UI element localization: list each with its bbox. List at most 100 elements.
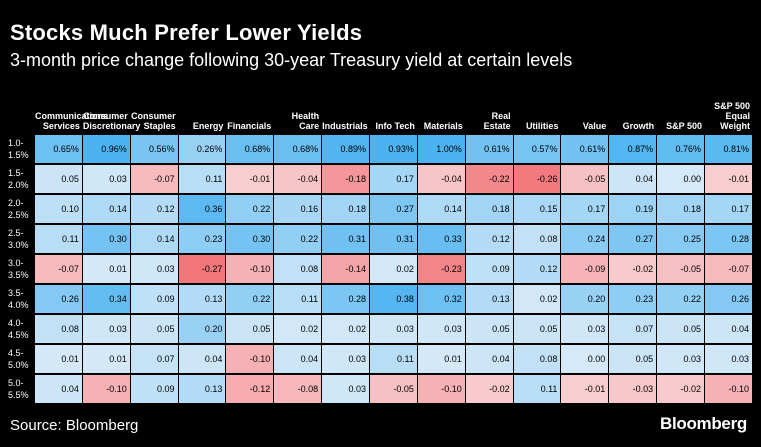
column-header: Financials: [227, 121, 272, 131]
heatmap-cell: 0.57%: [513, 135, 561, 163]
row-label: 1.5- 2.0%: [8, 165, 34, 193]
heatmap-cell: 0.32: [417, 285, 465, 313]
heatmap-cell: -0.05: [561, 165, 609, 193]
heatmap-cell: 0.17: [705, 195, 752, 223]
heatmap-cell: 0.28: [705, 225, 752, 253]
heatmap-cell: -0.01: [705, 165, 752, 193]
heatmap-cell: 0.02: [370, 255, 417, 283]
row-label: 4.0- 4.5%: [8, 315, 34, 343]
heatmap-cell: 0.13: [178, 285, 226, 313]
heatmap-cell: -0.01: [226, 165, 274, 193]
heatmap-cell: -0.03: [609, 375, 657, 403]
row-label: 5.0- 5.5%: [8, 375, 34, 403]
heatmap-cell: 0.68%: [226, 135, 274, 163]
source-note: Source: Bloomberg: [10, 417, 139, 434]
heatmap-cell: 0.19: [609, 195, 657, 223]
heatmap-cell: -0.02: [609, 255, 657, 283]
heatmap-cell: 1.00%: [417, 135, 465, 163]
heatmap-cell: 0.12: [130, 195, 178, 223]
row-label: 3.0- 3.5%: [8, 255, 34, 283]
heatmap-cell: 0.31: [322, 225, 370, 253]
corner-cell: [8, 82, 34, 133]
heatmap-cell: 0.11: [513, 375, 561, 403]
heatmap-cell: 0.01: [82, 345, 130, 373]
heatmap-cell: 0.33: [417, 225, 465, 253]
heatmap-cell: -0.26: [513, 165, 561, 193]
heatmap-cell: 0.02: [513, 285, 561, 313]
heatmap-cell: -0.02: [465, 375, 513, 403]
heatmap-cell: -0.23: [417, 255, 465, 283]
heatmap-row: 5.0- 5.5% 0.04 -0.10 0.09 0.13 -0.12 -0.08 0.03-…: [8, 375, 752, 403]
heatmap-cell: 0.27: [609, 225, 657, 253]
heatmap-cell: 0.96%: [82, 135, 130, 163]
heatmap-cell: 0.05: [657, 315, 705, 343]
heatmap-cell: 0.03: [561, 315, 609, 343]
heatmap-cell: -0.22: [465, 165, 513, 193]
heatmap-cell: 0.04: [705, 315, 752, 343]
heatmap-cell: 0.13: [465, 285, 513, 313]
heatmap-table: Communications Services Consumer Discreti…: [7, 80, 753, 405]
heatmap-cell: 0.05: [130, 315, 178, 343]
chart-title: Stocks Much Prefer Lower Yields: [10, 20, 363, 45]
heatmap-cell: 0.12: [465, 225, 513, 253]
heatmap-cell: 0.00: [561, 345, 609, 373]
heatmap-cell: 0.23: [178, 225, 226, 253]
heatmap-cell: 0.27: [370, 195, 417, 223]
heatmap-cell: 0.05: [226, 315, 274, 343]
heatmap-cell: 0.26%: [178, 135, 226, 163]
heatmap-cell: -0.05: [370, 375, 417, 403]
heatmap-cell: 0.03: [657, 345, 705, 373]
heatmap-cell: 0.25: [657, 225, 705, 253]
heatmap-cell: 0.03: [705, 345, 752, 373]
heatmap-cell: 0.87%: [609, 135, 657, 163]
heatmap-cell: 0.30: [82, 225, 130, 253]
heatmap-cell: 0.13: [178, 375, 226, 403]
heatmap-cell: 0.03: [322, 375, 370, 403]
heatmap-cell: -0.07: [35, 255, 82, 283]
column-header: Materials: [423, 121, 463, 131]
heatmap-cell: 0.28: [322, 285, 370, 313]
heatmap-cell: 0.24: [561, 225, 609, 253]
heatmap-cell: -0.07: [705, 255, 752, 283]
heatmap-cell: 0.93%: [370, 135, 417, 163]
heatmap-row: 4.0- 4.5% 0.08 0.03 0.05 0.20 0.05 0.02 0.02 0.03…: [8, 315, 752, 343]
column-header: Consumer Staples: [131, 111, 176, 131]
heatmap-cell: -0.18: [322, 165, 370, 193]
column-header: Growth: [622, 121, 655, 131]
heatmap-cell: 0.14: [417, 195, 465, 223]
heatmap-cell: 0.08: [35, 315, 82, 343]
heatmap-cell: -0.10: [82, 375, 130, 403]
heatmap-cell: 0.11: [178, 165, 226, 193]
row-label: 4.5- 5.0%: [8, 345, 34, 373]
heatmap-cell: 0.26: [35, 285, 82, 313]
heatmap-cell: 0.14: [82, 195, 130, 223]
heatmap-cell: -0.14: [322, 255, 370, 283]
column-header: Communications Services: [35, 111, 109, 131]
heatmap-cell: 0.03: [370, 315, 417, 343]
column-header: Consumer Discretionary: [82, 111, 141, 131]
heatmap-cell: -0.10: [226, 255, 274, 283]
heatmap-cell: 0.03: [130, 255, 178, 283]
heatmap-cell: 0.23: [609, 285, 657, 313]
heatmap-cell: 0.11: [274, 285, 322, 313]
row-label: 2.0- 2.5%: [8, 195, 34, 223]
heatmap-cell: 0.17: [561, 195, 609, 223]
heatmap-cell: 0.56%: [130, 135, 178, 163]
heatmap-cell: -0.27: [178, 255, 226, 283]
heatmap-cell: 0.89%: [322, 135, 370, 163]
column-header: Health Care: [291, 111, 320, 131]
heatmap-cell: 0.14: [130, 225, 178, 253]
heatmap-cell: 0.00: [657, 165, 705, 193]
heatmap-cell: -0.09: [561, 255, 609, 283]
heatmap-cell: 0.18: [657, 195, 705, 223]
heatmap-cell: 0.01: [417, 345, 465, 373]
heatmap-cell: -0.04: [417, 165, 465, 193]
heatmap-cell: 0.61%: [561, 135, 609, 163]
column-header: Value: [582, 121, 607, 131]
column-header: Utilities: [525, 121, 559, 131]
heatmap-cell: -0.12: [226, 375, 274, 403]
heatmap-cell: 0.22: [274, 225, 322, 253]
heatmap-row: 4.5- 5.0% 0.01 0.01 0.07 0.04 -0.10 0.04 0.03 0.1…: [8, 345, 752, 373]
column-header: S&P 500 Equal Weight: [714, 101, 750, 131]
heatmap-cell: 0.08: [513, 225, 561, 253]
